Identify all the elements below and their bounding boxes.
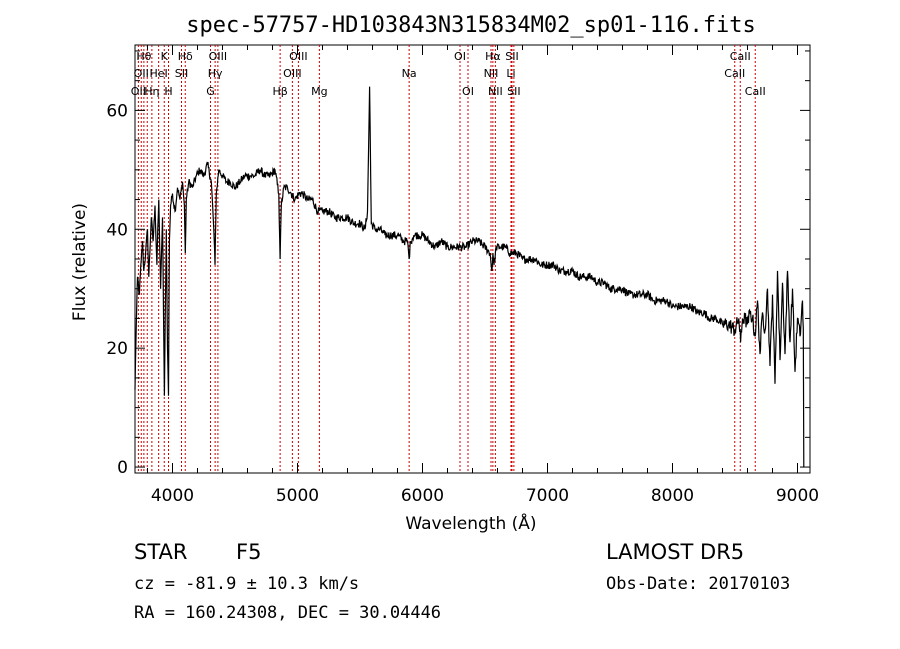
line-label-2: Hθ [136,50,151,63]
subclass: F5 [236,540,262,564]
line-label-9: Hδ [178,50,193,63]
line-label-7: H [164,85,172,98]
line-label-1: OII [134,67,149,80]
line-label-21: Hα [485,50,501,63]
y-tick-label-60: 60 [106,101,128,121]
y-axis-ticks: 0 20 40 60 [106,50,810,478]
y-axis-label: Flux (relative) [70,203,90,321]
line-label-4: Hη [144,85,159,98]
line-label-22: NII [488,85,503,98]
x-axis-label: Wavelength (Å) [405,512,536,534]
line-label-15: OIII [289,50,307,63]
spectrum-line [134,86,805,468]
line-label-19: OI [462,85,474,98]
chart-title: spec-57757-HD103843N315834M02_sp01-116.f… [186,13,756,38]
line-label-17: Na [402,67,417,80]
line-label-0: OII [131,85,146,98]
coordinates: RA = 160.24308, DEC = 30.04446 [134,603,442,623]
y-tick-label-20: 20 [106,339,128,359]
object-type: STAR [134,540,188,564]
line-label-10: G [206,85,215,98]
y-tick-label-0: 0 [117,458,128,478]
line-label-28: CaII [745,85,766,98]
x-tick-label-6000: 6000 [401,486,444,506]
line-label-13: Hβ [272,85,287,98]
plot-frame [134,44,811,474]
line-label-18: OI [454,50,466,63]
line-label-6: K [161,50,169,63]
emission-line-markers [137,45,756,473]
line-label-24: SII [505,50,518,63]
line-label-11: Hγ [208,67,223,80]
line-label-25: SII [507,85,520,98]
line-label-27: CaII [730,50,751,63]
line-label-20: NII [484,67,499,80]
x-axis-ticks: 4000 5000 6000 7000 8000 9000 [147,45,819,506]
x-tick-label-9000: 9000 [776,486,819,506]
y-tick-label-40: 40 [106,220,128,240]
observation-date: Obs-Date: 20170103 [606,574,791,594]
line-label-26: CaII [724,67,745,80]
line-label-14: OIII [283,67,301,80]
x-tick-label-4000: 4000 [151,486,194,506]
survey-name: LAMOST DR5 [606,540,745,564]
redshift-velocity: cz = -81.9 ± 10.3 km/s [134,574,360,594]
line-label-23: Li [506,67,515,80]
line-label-16: Mg [311,85,327,98]
x-tick-label-8000: 8000 [651,486,694,506]
line-label-5: HeI [149,67,167,80]
line-label-8: SII [175,67,188,80]
x-tick-label-5000: 5000 [276,486,319,506]
emission-line-labels: OIIOIIHθHηHeIKHSIIHδGHγOIIIHβOIIIOIIIMgN… [131,50,766,98]
x-tick-label-7000: 7000 [526,486,569,506]
line-label-12: OIII [209,50,227,63]
